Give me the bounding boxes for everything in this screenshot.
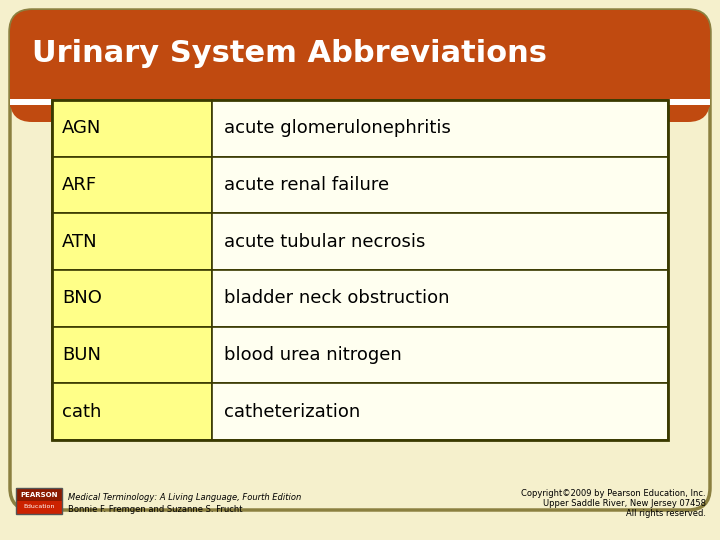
Bar — [212, 213, 668, 270]
Bar — [10, 105, 710, 107]
Bar — [10, 76, 710, 100]
Text: BNO: BNO — [62, 289, 102, 307]
Bar — [16, 488, 62, 514]
Bar — [212, 327, 668, 383]
Text: acute tubular necrosis: acute tubular necrosis — [224, 233, 426, 251]
Text: Urinary System Abbreviations: Urinary System Abbreviations — [32, 38, 547, 68]
Text: catheterization: catheterization — [224, 403, 360, 421]
Bar — [52, 327, 212, 383]
Text: Medical Terminology: A Living Language, Fourth Edition: Medical Terminology: A Living Language, … — [68, 494, 301, 503]
Text: cath: cath — [62, 403, 102, 421]
Text: PEARSON: PEARSON — [20, 492, 58, 498]
Bar — [212, 383, 668, 440]
Bar — [212, 100, 668, 157]
Bar — [52, 157, 212, 213]
Text: bladder neck obstruction: bladder neck obstruction — [224, 289, 449, 307]
Text: Bonnie F. Fremgen and Suzanne S. Frucht: Bonnie F. Fremgen and Suzanne S. Frucht — [68, 504, 243, 514]
Bar — [52, 383, 212, 440]
Bar — [52, 213, 212, 270]
Bar — [10, 99, 710, 106]
Bar — [52, 100, 668, 440]
Text: Education: Education — [23, 504, 55, 509]
Bar — [16, 501, 62, 514]
Bar — [52, 100, 212, 157]
Text: ATN: ATN — [62, 233, 98, 251]
Text: Upper Saddle River, New Jersey 07458: Upper Saddle River, New Jersey 07458 — [543, 500, 706, 509]
Bar — [16, 488, 62, 501]
Bar — [212, 157, 668, 213]
Text: acute glomerulonephritis: acute glomerulonephritis — [224, 119, 451, 137]
Text: BUN: BUN — [62, 346, 101, 364]
Text: All rights reserved.: All rights reserved. — [626, 510, 706, 518]
Text: acute renal failure: acute renal failure — [224, 176, 389, 194]
Text: Copyright©2009 by Pearson Education, Inc.: Copyright©2009 by Pearson Education, Inc… — [521, 489, 706, 498]
FancyBboxPatch shape — [10, 10, 710, 122]
Text: ARF: ARF — [62, 176, 97, 194]
Bar — [52, 270, 212, 327]
Text: blood urea nitrogen: blood urea nitrogen — [224, 346, 402, 364]
FancyBboxPatch shape — [10, 10, 710, 510]
Text: AGN: AGN — [62, 119, 102, 137]
Bar — [212, 270, 668, 327]
